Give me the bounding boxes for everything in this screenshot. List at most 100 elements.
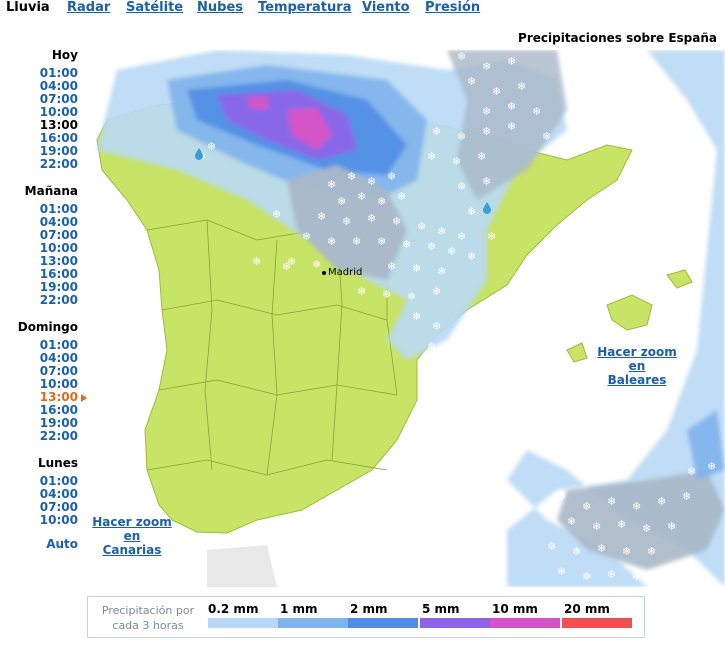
time-domingo-0100[interactable]: 01:00: [39, 338, 78, 352]
raindrop-icon: [483, 202, 491, 214]
snowflake-icon: ❄: [452, 155, 461, 168]
raindrop-icon: [195, 148, 203, 160]
time-domingo-0700[interactable]: 07:00: [39, 364, 78, 378]
time-lunes-1000[interactable]: 10:00: [39, 513, 78, 527]
snowflake-icon: ❄: [622, 545, 631, 558]
snowflake-icon: ❄: [417, 220, 426, 233]
snowflake-icon: ❄: [412, 310, 421, 323]
snowflake-icon: ❄: [507, 100, 516, 113]
time-domingo-1000[interactable]: 10:00: [39, 377, 78, 391]
snowflake-icon: ❄: [467, 75, 476, 88]
time-manana-2200[interactable]: 22:00: [39, 293, 78, 307]
snowflake-icon: ❄: [557, 490, 566, 503]
time-domingo-1900[interactable]: 19:00: [39, 416, 78, 430]
tab-nubes[interactable]: Nubes: [197, 0, 243, 15]
time-domingo-2200[interactable]: 22:00: [39, 429, 78, 443]
snowflake-icon: ❄: [272, 208, 281, 221]
time-hoy-1900[interactable]: 19:00: [39, 144, 78, 158]
snowflake-icon: ❄: [572, 545, 581, 558]
time-domingo-1300-current[interactable]: 13:00: [39, 390, 78, 404]
legend-swatch-5: [562, 618, 632, 628]
legend-label-4: 10 mm: [492, 602, 538, 616]
tab-viento[interactable]: Viento: [362, 0, 410, 15]
legend-caption-line1: Precipitación por: [101, 604, 195, 617]
snowflake-icon: ❄: [302, 230, 311, 243]
time-manana-1300[interactable]: 13:00: [39, 254, 78, 268]
day-label-domingo: Domingo: [17, 320, 78, 334]
legend-label-1: 1 mm: [280, 602, 318, 616]
time-lunes-0400[interactable]: 04:00: [39, 487, 78, 501]
snowflake-icon: ❄: [382, 288, 391, 301]
day-label-manana: Mañana: [24, 184, 78, 198]
time-manana-1000[interactable]: 10:00: [39, 241, 78, 255]
zoom-baleares-link[interactable]: Hacer zoom en Baleares: [588, 345, 686, 387]
snowflake-icon: ❄: [582, 570, 591, 583]
time-manana-0400[interactable]: 04:00: [39, 215, 78, 229]
time-manana-1900[interactable]: 19:00: [39, 280, 78, 294]
snowflake-icon: ❄: [387, 170, 396, 183]
snowflake-icon: ❄: [432, 125, 441, 138]
legend-swatch-3: [420, 618, 490, 628]
time-hoy-2200[interactable]: 22:00: [39, 157, 78, 171]
snowflake-icon: ❄: [582, 500, 591, 513]
snowflake-icon: ❄: [252, 255, 261, 268]
legend-swatch-0: [208, 618, 278, 628]
time-hoy-0100[interactable]: 01:00: [39, 66, 78, 80]
snowflake-icon: ❄: [487, 230, 496, 243]
snowflake-icon: ❄: [597, 542, 606, 555]
snowflake-icon: ❄: [632, 570, 641, 583]
zoom-canarias-line1: Hacer zoom en: [92, 515, 172, 543]
snowflake-icon: ❄: [457, 180, 466, 193]
snowflake-icon: ❄: [347, 170, 356, 183]
time-hoy-0700[interactable]: 07:00: [39, 92, 78, 106]
auto-link[interactable]: Auto: [46, 537, 78, 551]
time-manana-0100[interactable]: 01:00: [39, 202, 78, 216]
snowflake-icon: ❄: [427, 240, 436, 253]
tab-radar[interactable]: Radar: [67, 0, 111, 15]
snowflake-icon: ❄: [482, 60, 491, 73]
time-hoy-1000[interactable]: 10:00: [39, 105, 78, 119]
zoom-baleares-line1: Hacer zoom en: [597, 345, 677, 373]
snowflake-icon: ❄: [707, 460, 716, 473]
snowflake-icon: ❄: [507, 120, 516, 133]
snowflake-icon: ❄: [392, 215, 401, 228]
snowflake-icon: ❄: [457, 230, 466, 243]
time-domingo-0400[interactable]: 04:00: [39, 351, 78, 365]
time-hoy-0400[interactable]: 04:00: [39, 79, 78, 93]
snowflake-icon: ❄: [667, 520, 676, 533]
tab-temperatura[interactable]: Temperatura: [258, 0, 352, 15]
snowflake-icon: ❄: [432, 285, 441, 298]
snowflake-icon: ❄: [432, 320, 441, 333]
snowflake-icon: ❄: [207, 140, 216, 153]
time-lunes-0700[interactable]: 07:00: [39, 500, 78, 514]
snowflake-icon: ❄: [447, 245, 456, 258]
time-hoy-1300[interactable]: 13:00: [39, 118, 78, 132]
snowflake-icon: ❄: [402, 238, 411, 251]
layer-tabs: Lluvia Radar Satélite Nubes Temperatura …: [0, 0, 725, 18]
map-svg: ❄ ❄ ❄ ❄ ❄ ❄ ❄ ❄ ❄ ❄ ❄ ❄ ❄ ❄ ❄ ❄ ❄ ❄ ❄ ❄ …: [96, 50, 725, 587]
snowflake-icon: ❄: [607, 568, 616, 581]
snowflake-icon: ❄: [657, 495, 666, 508]
time-manana-0700[interactable]: 07:00: [39, 228, 78, 242]
snowflake-icon: ❄: [357, 285, 366, 298]
tab-satelite[interactable]: Satélite: [126, 0, 184, 15]
snowflake-icon: ❄: [567, 515, 576, 528]
legend-label-5: 20 mm: [564, 602, 610, 616]
snowflake-icon: ❄: [532, 105, 541, 118]
time-domingo-1600[interactable]: 16:00: [39, 403, 78, 417]
snowflake-icon: ❄: [377, 235, 386, 248]
snowflake-icon: ❄: [617, 518, 626, 531]
zoom-canarias-link[interactable]: Hacer zoom en Canarias: [82, 515, 182, 557]
snowflake-icon: ❄: [282, 260, 291, 273]
time-hoy-1600[interactable]: 16:00: [39, 131, 78, 145]
tab-presion[interactable]: Presión: [425, 0, 481, 15]
zoom-canarias-line2: Canarias: [102, 543, 162, 557]
time-lunes-0100[interactable]: 01:00: [39, 474, 78, 488]
time-manana-1600[interactable]: 16:00: [39, 267, 78, 281]
snowflake-icon: ❄: [547, 540, 556, 553]
snowflake-icon: ❄: [477, 150, 486, 163]
precipitation-map[interactable]: ❄ ❄ ❄ ❄ ❄ ❄ ❄ ❄ ❄ ❄ ❄ ❄ ❄ ❄ ❄ ❄ ❄ ❄ ❄ ❄ …: [87, 50, 725, 587]
mallorca-land: [606, 294, 653, 331]
legend-label-0: 0.2 mm: [208, 602, 259, 616]
snowflake-icon: ❄: [397, 190, 406, 203]
